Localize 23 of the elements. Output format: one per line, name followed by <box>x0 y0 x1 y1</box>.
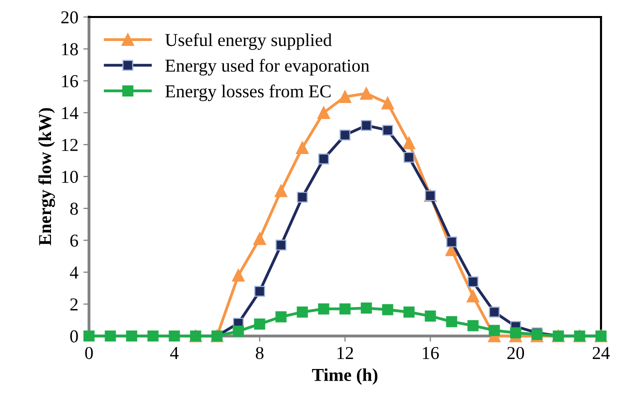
y-tick-label: 12 <box>62 138 78 151</box>
legend-label: Energy losses from EC <box>165 84 331 102</box>
y-tick-label: 18 <box>62 43 78 56</box>
x-tick-label: 4 <box>170 347 179 359</box>
y-axis-title: Energy flow (kW) <box>38 108 55 246</box>
y-tick-label: 20 <box>61 11 78 24</box>
x-tick-label: 0 <box>85 346 93 360</box>
x-tick-label: 12 <box>338 346 354 359</box>
x-tick-label: 16 <box>422 346 439 360</box>
y-tick-label: 2 <box>70 298 78 310</box>
x-tick-label: 8 <box>256 346 264 360</box>
legend-label: Energy used for evaporation <box>165 58 370 76</box>
y-tick-label: 16 <box>62 75 78 88</box>
y-tick-label: 0 <box>70 330 78 342</box>
x-axis-title: Time (h) <box>312 368 378 385</box>
x-tick-label: 24 <box>592 346 610 359</box>
y-tick-label: 6 <box>70 234 78 247</box>
legend-label: Useful energy supplied <box>165 33 332 50</box>
y-tick-label: 4 <box>70 266 78 278</box>
x-tick-label: 20 <box>507 346 524 360</box>
y-tick-label: 8 <box>70 202 78 215</box>
y-tick-label: 10 <box>62 170 78 183</box>
y-tick-label: 14 <box>62 107 78 119</box>
